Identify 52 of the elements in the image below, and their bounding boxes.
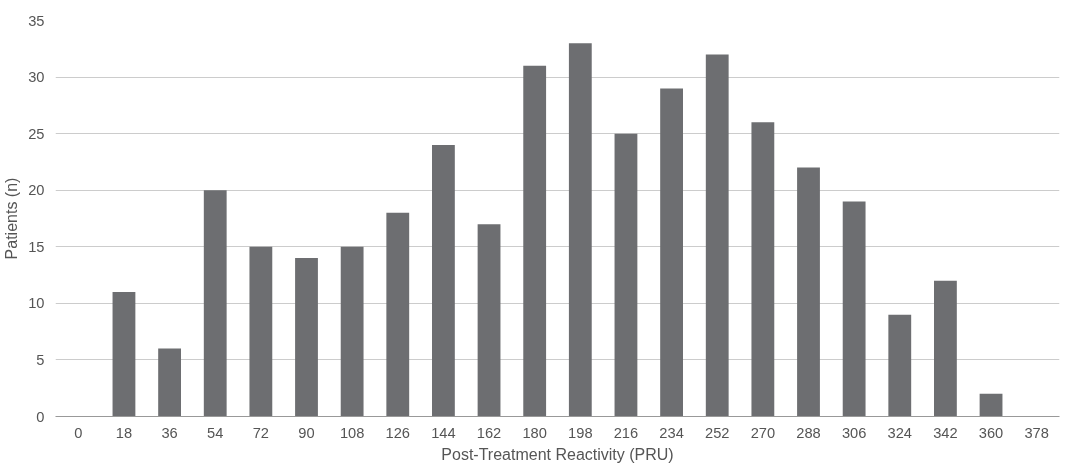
x-tick-label: 126: [385, 424, 411, 441]
x-tick-label: 162: [476, 424, 502, 441]
bar: [751, 122, 775, 417]
x-tick-label: 378: [1024, 424, 1049, 441]
bar: [614, 133, 638, 417]
bar: [888, 314, 912, 417]
bar: [797, 167, 820, 417]
bar: [660, 88, 683, 417]
x-axis-title: Post-Treatment Reactivity (PRU): [441, 445, 674, 463]
x-tick-label: 288: [796, 424, 821, 441]
x-tick-label: 360: [978, 424, 1004, 441]
x-tick-label: 90: [298, 424, 315, 441]
x-tick-label: 0: [74, 424, 83, 441]
bar: [203, 190, 227, 417]
x-tick-label: 54: [207, 424, 224, 441]
y-tick-label: 0: [36, 408, 45, 425]
bar: [568, 43, 592, 417]
x-tick-label: 198: [568, 424, 593, 441]
x-tick-label: 270: [750, 424, 776, 441]
bar: [979, 393, 1003, 417]
x-tick-label: 216: [613, 424, 639, 441]
y-tick-label: 35: [28, 12, 45, 29]
y-tick-label: 15: [28, 238, 45, 255]
y-tick-label: 30: [28, 69, 45, 86]
y-axis-title: Patients (n): [3, 177, 21, 260]
x-tick-label: 252: [705, 424, 730, 441]
bar: [934, 280, 957, 417]
bar: [705, 54, 729, 417]
y-tick-label: 10: [28, 295, 45, 312]
y-tick-label: 5: [36, 351, 45, 368]
bar: [340, 246, 364, 417]
x-tick-label: 108: [339, 424, 365, 441]
x-tick-label: 234: [659, 424, 684, 441]
x-tick-label: 72: [252, 424, 270, 441]
bar: [477, 224, 501, 417]
bar: [432, 144, 455, 417]
x-tick-label: 36: [161, 424, 178, 441]
x-tick-label: 342: [933, 424, 958, 441]
x-tick-label: 144: [431, 424, 456, 441]
bar: [249, 246, 273, 417]
bar: [112, 292, 136, 417]
bar: [842, 201, 866, 417]
y-tick-label: 20: [28, 182, 45, 199]
x-tick-label: 306: [841, 424, 867, 441]
x-tick-label: 180: [522, 424, 547, 441]
bar: [295, 258, 318, 417]
x-tick-label: 18: [115, 424, 133, 441]
bar: [386, 212, 410, 417]
bar: [523, 65, 547, 417]
y-tick-label: 25: [28, 125, 45, 142]
x-tick-label: 324: [887, 424, 913, 441]
bar: [158, 348, 181, 417]
